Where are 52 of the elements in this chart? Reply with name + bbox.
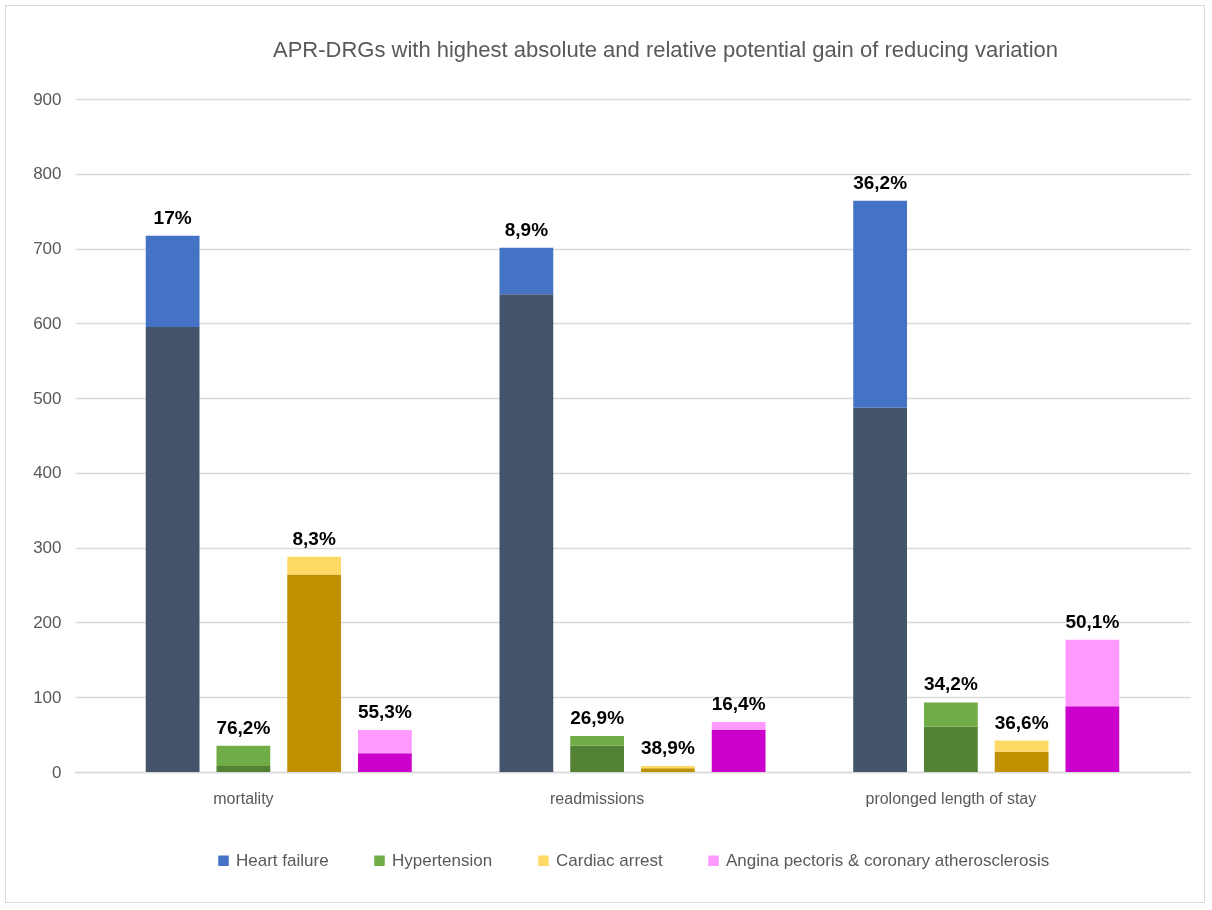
bar bbox=[1065, 706, 1120, 772]
annotation: 17% bbox=[153, 206, 192, 228]
bar bbox=[216, 745, 271, 767]
bar bbox=[923, 702, 978, 727]
legend-label: Cardiac arrest bbox=[556, 850, 664, 870]
bar bbox=[994, 740, 1049, 752]
y-tick-label: 100 bbox=[33, 687, 62, 707]
annotation: 34,2% bbox=[923, 673, 978, 695]
bar bbox=[570, 736, 625, 746]
y-tick-label: 0 bbox=[52, 762, 62, 782]
annotation: 50,1% bbox=[1065, 610, 1120, 632]
bar bbox=[357, 730, 412, 754]
x-tick-label: readmissions bbox=[549, 789, 645, 807]
legend-label: Angina pectoris & coronary atherosclerosis bbox=[726, 850, 1050, 870]
annotation: 8,9% bbox=[504, 218, 549, 240]
bar bbox=[570, 745, 625, 772]
annotation: 55,3% bbox=[357, 701, 412, 723]
y-tick-label: 300 bbox=[33, 538, 62, 558]
bar bbox=[145, 235, 200, 328]
y-tick-label: 700 bbox=[33, 239, 62, 259]
annotation: 26,9% bbox=[570, 707, 625, 729]
y-tick-label: 800 bbox=[33, 164, 62, 184]
bar bbox=[711, 721, 766, 731]
legend-label: Hypertension bbox=[392, 850, 493, 870]
annotation: 36,6% bbox=[994, 711, 1049, 733]
annotation: 8,3% bbox=[292, 527, 336, 549]
y-tick-label: 600 bbox=[33, 313, 62, 333]
bar bbox=[499, 294, 554, 772]
bar bbox=[923, 726, 978, 772]
annotation: 38,9% bbox=[640, 737, 695, 759]
annotation: 16,4% bbox=[711, 692, 766, 714]
x-tick-label: prolonged length of stay bbox=[865, 789, 1037, 807]
bar bbox=[216, 766, 271, 772]
bar bbox=[499, 247, 554, 295]
bar bbox=[145, 327, 200, 772]
y-tick-label: 500 bbox=[33, 388, 62, 408]
bar bbox=[287, 556, 342, 575]
chart-title: APR-DRGs with highest absolute and relative potential gain of reducing variation bbox=[272, 37, 1059, 62]
annotation: 36,2% bbox=[853, 171, 908, 193]
bar bbox=[287, 574, 342, 772]
bar bbox=[357, 753, 412, 772]
bar bbox=[711, 730, 766, 772]
bar bbox=[994, 751, 1049, 772]
y-tick-label: 900 bbox=[33, 89, 62, 109]
y-tick-label: 200 bbox=[33, 612, 62, 632]
bar bbox=[853, 407, 908, 772]
y-tick-label: 400 bbox=[33, 463, 62, 483]
annotation: 76,2% bbox=[216, 716, 271, 738]
bar bbox=[853, 200, 908, 408]
bar bbox=[1065, 639, 1120, 707]
x-tick-label: mortality bbox=[213, 789, 274, 807]
legend-label: Heart failure bbox=[236, 850, 329, 870]
